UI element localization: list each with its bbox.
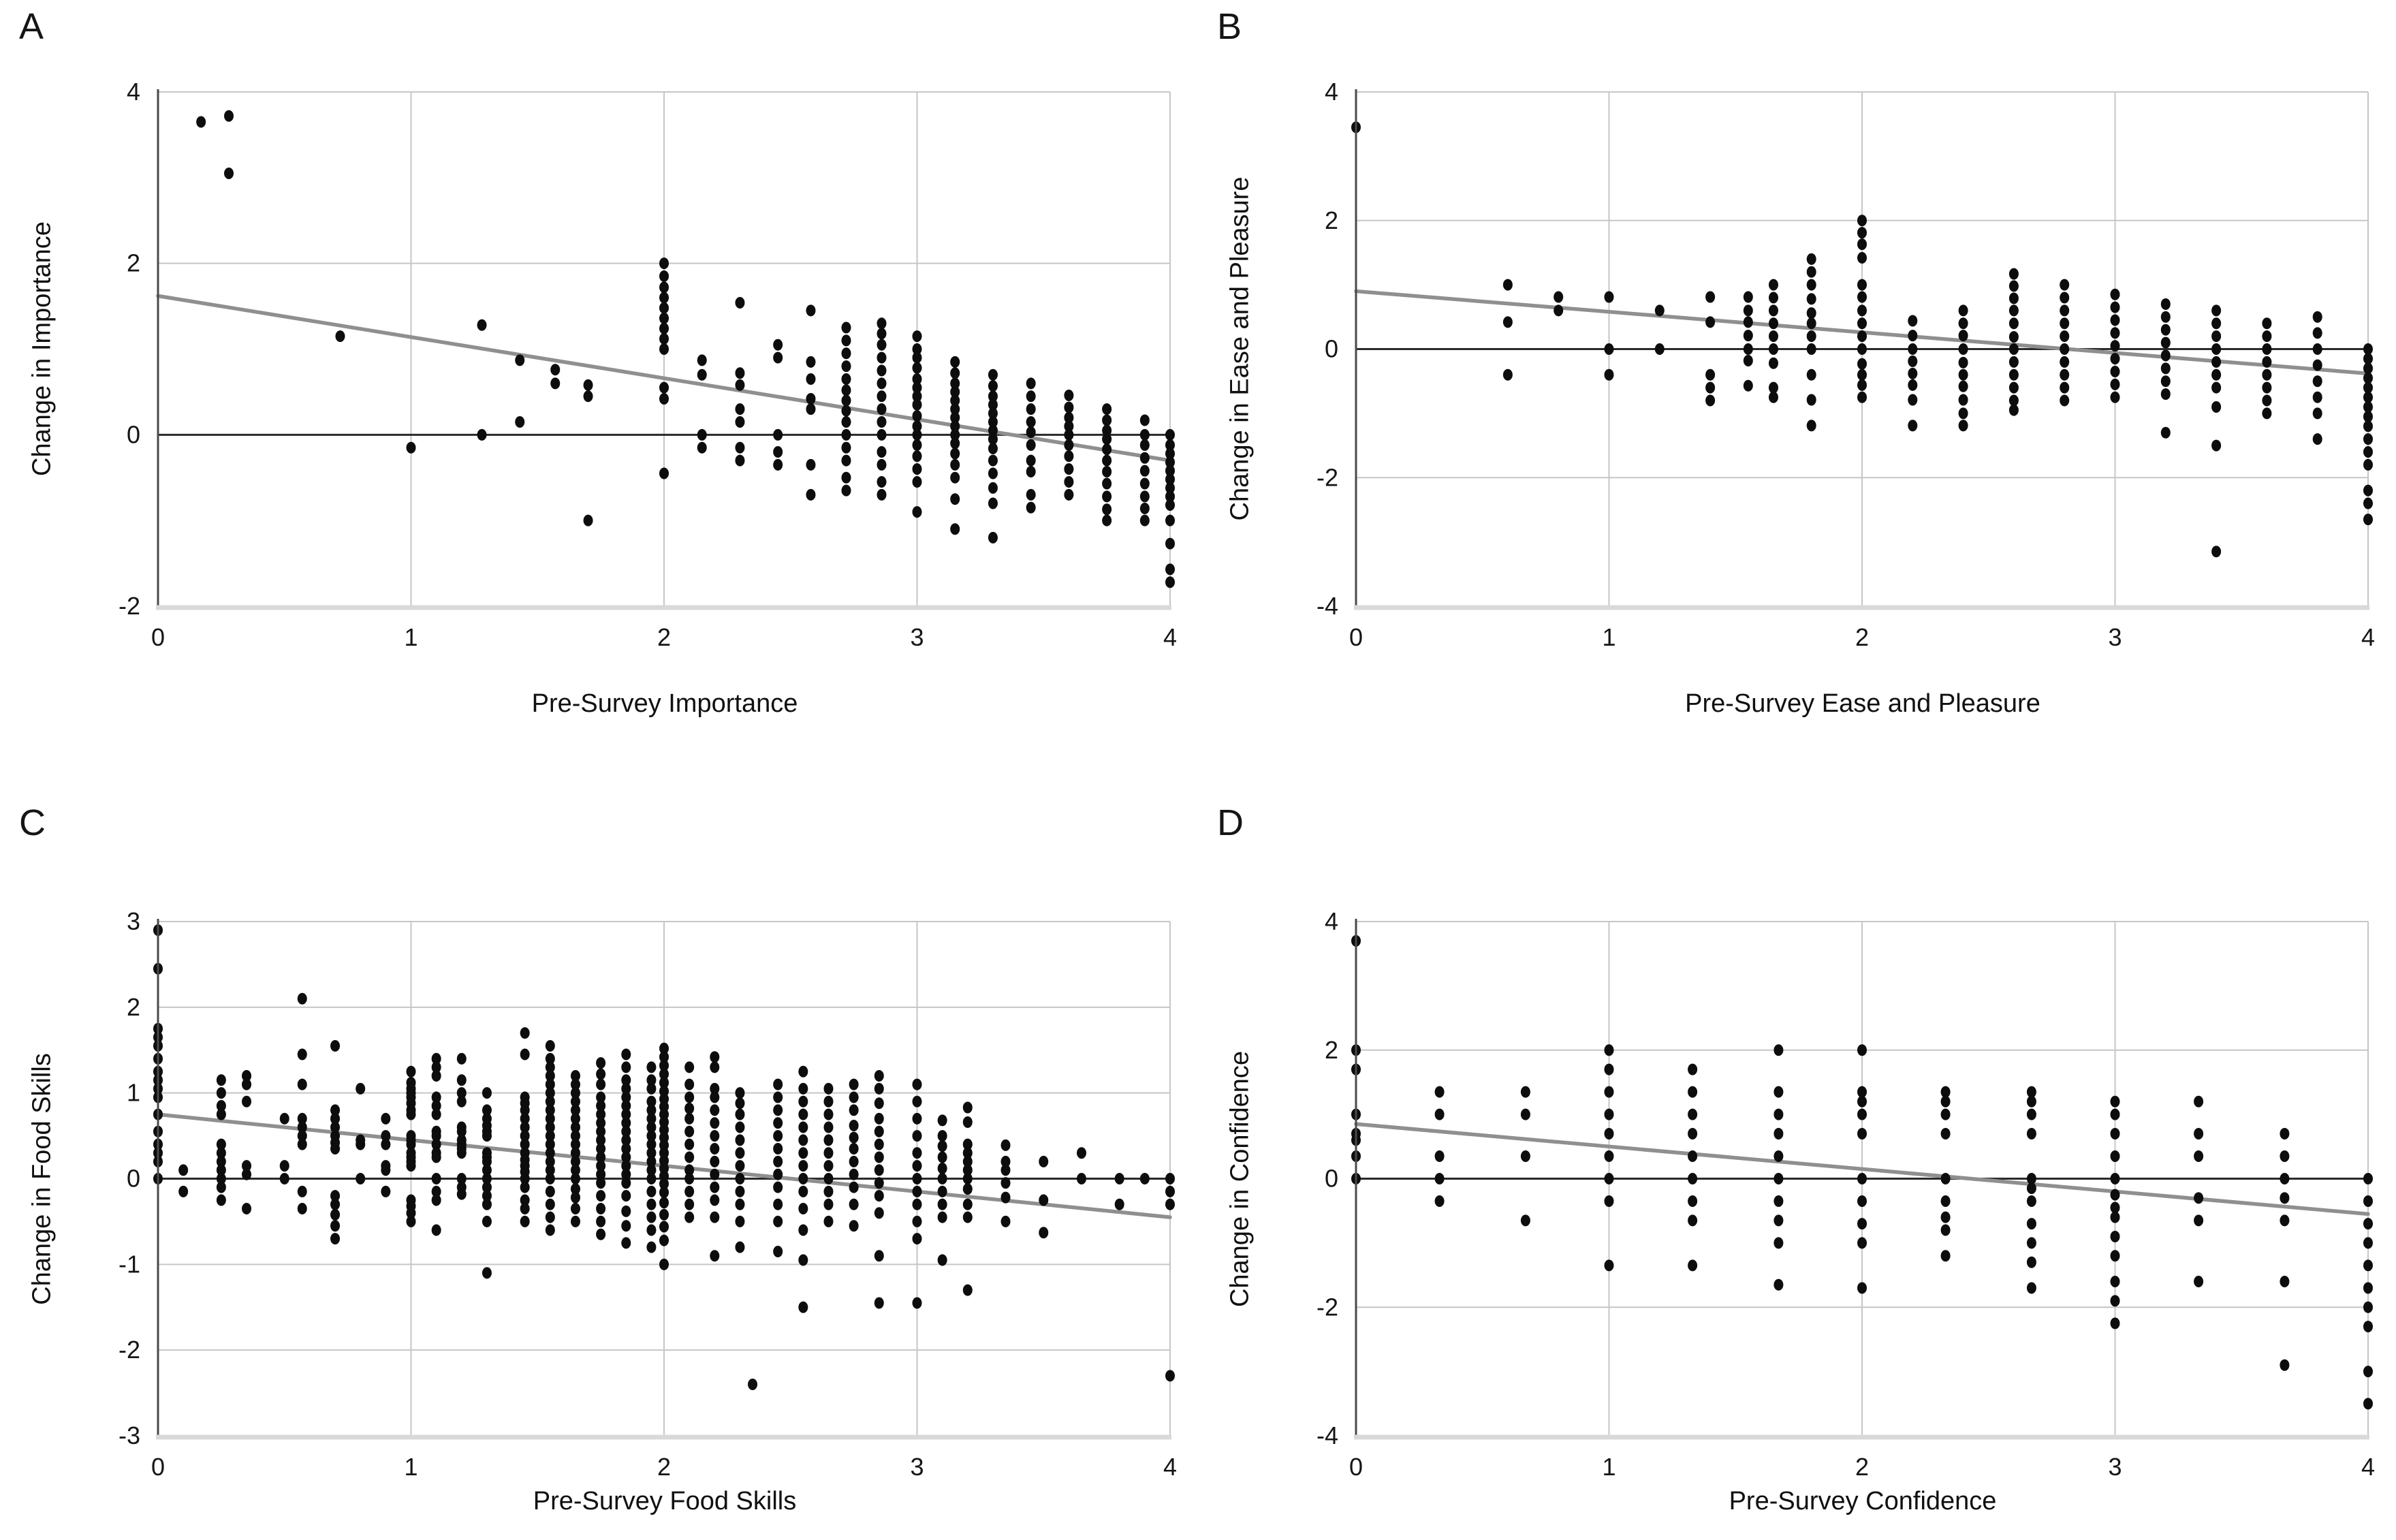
panel-a-x-axis-title: Pre-Survey Importance bbox=[531, 689, 798, 718]
panel-c: C Change in Food Skills 3 2 1 0 -1 -2 -3 0 1 2 3 4 … bbox=[0, 770, 1198, 1540]
panel-a-label: A bbox=[19, 6, 44, 47]
svg-text:-3: -3 bbox=[119, 1421, 140, 1449]
svg-text:2: 2 bbox=[1325, 206, 1338, 234]
panel-a: A Change in Importance 4 2 0 -2 0 1 2 3 4 Pre-Su… bbox=[0, 0, 1198, 770]
svg-text:4: 4 bbox=[1325, 78, 1338, 106]
svg-text:4: 4 bbox=[1163, 1453, 1177, 1481]
panel-b-x-axis-title: Pre-Survey Ease and Pleasure bbox=[1685, 689, 2040, 718]
svg-text:1: 1 bbox=[127, 1079, 140, 1107]
svg-text:3: 3 bbox=[910, 1453, 924, 1481]
svg-text:2: 2 bbox=[1325, 1036, 1338, 1064]
svg-text:0: 0 bbox=[1325, 1165, 1338, 1193]
svg-text:2: 2 bbox=[127, 993, 140, 1021]
svg-text:2: 2 bbox=[657, 1453, 671, 1481]
svg-text:3: 3 bbox=[127, 907, 140, 935]
svg-text:-2: -2 bbox=[1317, 1293, 1338, 1321]
panel-b-scatter-plot: 4 2 0 -2 -4 0 1 2 3 4 bbox=[1317, 78, 2375, 651]
panel-b: B Change in Ease and Pleasure 4 2 0 -2 -4 0 1 2… bbox=[1198, 0, 2396, 770]
svg-text:2: 2 bbox=[1855, 623, 1869, 651]
svg-text:3: 3 bbox=[2108, 1453, 2122, 1481]
svg-text:4: 4 bbox=[2361, 1453, 2375, 1481]
svg-text:1: 1 bbox=[1602, 1453, 1615, 1481]
panel-d: D Change in Confidence 4 2 0 -2 -4 0 1 2 3 4 Pre-… bbox=[1198, 770, 2396, 1540]
panel-d-label: D bbox=[1217, 802, 1244, 843]
panel-a-scatter-plot: 4 2 0 -2 0 1 2 3 4 bbox=[119, 78, 1177, 651]
svg-text:1: 1 bbox=[404, 623, 417, 651]
svg-text:-4: -4 bbox=[1317, 1421, 1338, 1449]
svg-text:2: 2 bbox=[127, 249, 140, 277]
svg-text:2: 2 bbox=[657, 623, 671, 651]
panel-c-x-axis-title: Pre-Survey Food Skills bbox=[533, 1487, 797, 1515]
svg-text:0: 0 bbox=[1349, 1453, 1363, 1481]
svg-text:3: 3 bbox=[910, 623, 924, 651]
svg-text:-2: -2 bbox=[119, 592, 140, 620]
svg-text:-2: -2 bbox=[1317, 463, 1338, 491]
panel-c-label: C bbox=[19, 802, 46, 843]
svg-text:0: 0 bbox=[127, 1165, 140, 1193]
svg-text:-1: -1 bbox=[119, 1250, 140, 1278]
panel-b-label: B bbox=[1217, 6, 1242, 47]
svg-text:1: 1 bbox=[404, 1453, 417, 1481]
svg-text:-4: -4 bbox=[1317, 592, 1338, 620]
svg-text:4: 4 bbox=[2361, 623, 2375, 651]
svg-text:4: 4 bbox=[1325, 907, 1338, 935]
svg-text:4: 4 bbox=[127, 78, 140, 106]
svg-text:2: 2 bbox=[1855, 1453, 1869, 1481]
svg-text:1: 1 bbox=[1602, 623, 1615, 651]
svg-text:-2: -2 bbox=[119, 1336, 140, 1364]
svg-text:0: 0 bbox=[127, 420, 140, 448]
svg-text:0: 0 bbox=[151, 1453, 165, 1481]
panel-c-scatter-plot: 3 2 1 0 -1 -2 -3 0 1 2 3 4 bbox=[119, 907, 1177, 1481]
panel-d-x-axis-title: Pre-Survey Confidence bbox=[1729, 1487, 1997, 1515]
svg-text:0: 0 bbox=[151, 623, 165, 651]
panel-d-scatter-plot: 4 2 0 -2 -4 0 1 2 3 4 bbox=[1317, 907, 2375, 1481]
svg-text:0: 0 bbox=[1349, 623, 1363, 651]
svg-text:4: 4 bbox=[1163, 623, 1177, 651]
svg-text:0: 0 bbox=[1325, 335, 1338, 363]
svg-text:3: 3 bbox=[2108, 623, 2122, 651]
